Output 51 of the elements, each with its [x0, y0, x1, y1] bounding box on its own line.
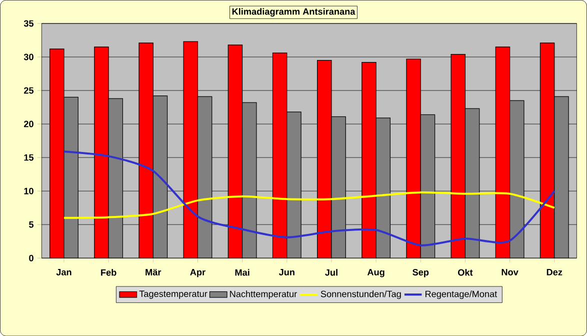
bar — [540, 42, 555, 258]
bar — [242, 102, 257, 258]
x-tick-label: Feb — [101, 268, 116, 276]
bar — [317, 60, 332, 258]
x-tick-label: Nov — [502, 268, 518, 276]
bar — [510, 100, 524, 258]
bar — [138, 42, 154, 258]
x-tick-label: Mär — [146, 268, 162, 276]
bar — [331, 116, 346, 258]
legend-label: Tagestemperatur — [139, 290, 208, 299]
chart-title: Klimadiagramm Antsiranana — [232, 8, 356, 17]
bar — [495, 46, 510, 258]
bar — [152, 95, 168, 258]
y-tick-label: 30 — [24, 54, 34, 60]
y-tick-label: 0 — [29, 254, 34, 262]
bar — [108, 98, 124, 258]
bar — [464, 108, 480, 258]
y-tick-label: 15 — [24, 154, 34, 161]
bar — [362, 62, 376, 258]
y-tick-label: 20 — [24, 120, 34, 128]
y-tick-label: 5 — [29, 221, 34, 228]
x-tick-label: Sep — [412, 268, 429, 278]
line-series — [62, 191, 556, 219]
bar — [197, 96, 212, 258]
legend-label: Regentage/Monat — [426, 290, 498, 299]
x-tick-label: Dez — [546, 268, 562, 276]
legend-label: Sonnenstunden/Tag — [320, 290, 401, 299]
x-tick-label: Jul — [325, 268, 338, 276]
x-tick-label: Apr — [190, 268, 206, 278]
x-tick-label: Jun — [278, 268, 294, 276]
y-tick-label: 10 — [24, 188, 34, 194]
bar — [50, 48, 64, 258]
bar — [420, 114, 436, 258]
y-tick-label: 25 — [24, 87, 34, 94]
bar — [554, 96, 569, 258]
bar — [450, 54, 466, 258]
x-tick-label: Okt — [458, 268, 473, 276]
bar — [228, 44, 243, 258]
line-series — [62, 150, 556, 246]
x-tick-label: Jan — [56, 268, 72, 276]
bar — [94, 46, 109, 258]
x-tick-label: Mai — [235, 268, 250, 276]
y-tick-label: 35 — [24, 20, 34, 27]
bar — [272, 52, 288, 258]
bar — [406, 58, 421, 258]
bar — [286, 112, 302, 258]
bar — [64, 96, 78, 258]
bar — [183, 41, 198, 258]
bar — [376, 118, 391, 258]
legend-label: Nachttemperatur — [230, 290, 297, 299]
x-tick-label: Aug — [367, 268, 384, 278]
